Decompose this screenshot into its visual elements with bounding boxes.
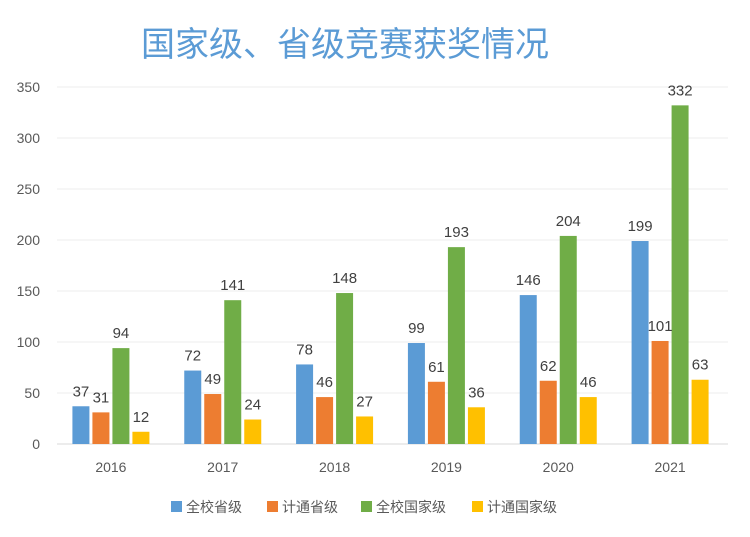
bar [519, 295, 537, 444]
legend-swatch [361, 501, 372, 512]
bar [671, 105, 689, 445]
x-axis-ticks: 2016 2017 2018 2019 2020 2021 [95, 459, 686, 475]
data-label: 94 [113, 325, 130, 342]
data-label: 36 [468, 384, 485, 401]
y-tick-label: 0 [32, 436, 40, 452]
y-tick-label: 100 [17, 334, 41, 350]
data-label: 72 [184, 348, 201, 365]
bar [539, 380, 557, 444]
bar [559, 235, 577, 444]
y-tick-label: 350 [17, 79, 41, 95]
data-label: 101 [648, 318, 673, 335]
y-tick-label: 50 [24, 385, 40, 401]
bar [579, 397, 597, 444]
bar [184, 370, 202, 444]
bar [356, 416, 374, 444]
legend: 全校省级 计通省级 全校国家级 计通国家级 [171, 499, 557, 516]
bar [691, 379, 709, 444]
legend-label: 全校省级 [186, 499, 242, 516]
data-label: 199 [628, 218, 653, 235]
data-label: 141 [220, 277, 245, 294]
x-tick-label: 2017 [207, 459, 238, 475]
data-label: 204 [556, 213, 581, 230]
data-label: 146 [516, 272, 541, 289]
legend-label: 计通省级 [282, 500, 338, 516]
bar [296, 364, 314, 444]
data-label: 37 [73, 383, 90, 400]
x-tick-label: 2018 [319, 459, 350, 475]
bar [631, 241, 649, 444]
y-tick-label: 200 [17, 232, 41, 248]
data-label: 24 [244, 397, 261, 414]
bar [244, 419, 262, 444]
bar [427, 381, 445, 444]
gridlines [57, 86, 728, 445]
data-label: 62 [540, 358, 557, 375]
data-label: 31 [93, 389, 110, 406]
x-tick-label: 2019 [431, 459, 462, 475]
data-label: 61 [428, 359, 445, 376]
bar [316, 397, 334, 444]
bar [447, 247, 465, 444]
data-label: 99 [408, 320, 425, 337]
chart-title: 国家级、省级竞赛获奖情况 [141, 25, 549, 65]
data-label: 332 [668, 82, 693, 99]
x-tick-label: 2021 [655, 459, 686, 475]
data-label: 27 [356, 393, 373, 410]
legend-swatch [472, 501, 483, 512]
data-label: 193 [444, 224, 469, 241]
data-label: 46 [316, 374, 333, 391]
data-labels: 37 72 78 99 146 199 31 49 46 61 62 101 94 141 148 193 20… [73, 82, 709, 425]
y-axis-ticks: 0 50 100 150 200 250 300 350 [17, 79, 41, 452]
bar [132, 431, 150, 444]
data-label: 49 [204, 371, 221, 388]
bar [112, 348, 130, 444]
bars [72, 105, 709, 445]
bar [224, 300, 242, 444]
y-tick-label: 150 [17, 283, 41, 299]
data-label: 46 [580, 374, 597, 391]
y-tick-label: 250 [17, 181, 41, 197]
bar [336, 293, 354, 444]
legend-label: 计通国家级 [487, 499, 557, 516]
data-label: 78 [296, 341, 313, 358]
legend-swatch [171, 501, 182, 512]
bar [467, 407, 485, 444]
x-tick-label: 2016 [95, 459, 126, 475]
x-tick-label: 2020 [543, 459, 574, 475]
bar [651, 340, 669, 444]
data-label: 63 [692, 357, 709, 374]
bar [407, 343, 425, 444]
legend-label: 全校国家级 [376, 499, 446, 516]
bar [92, 412, 110, 444]
bar [204, 394, 222, 444]
data-label: 12 [133, 409, 150, 426]
bar [72, 406, 90, 444]
legend-swatch [267, 501, 278, 512]
data-label: 148 [332, 270, 357, 287]
y-tick-label: 300 [17, 130, 41, 146]
